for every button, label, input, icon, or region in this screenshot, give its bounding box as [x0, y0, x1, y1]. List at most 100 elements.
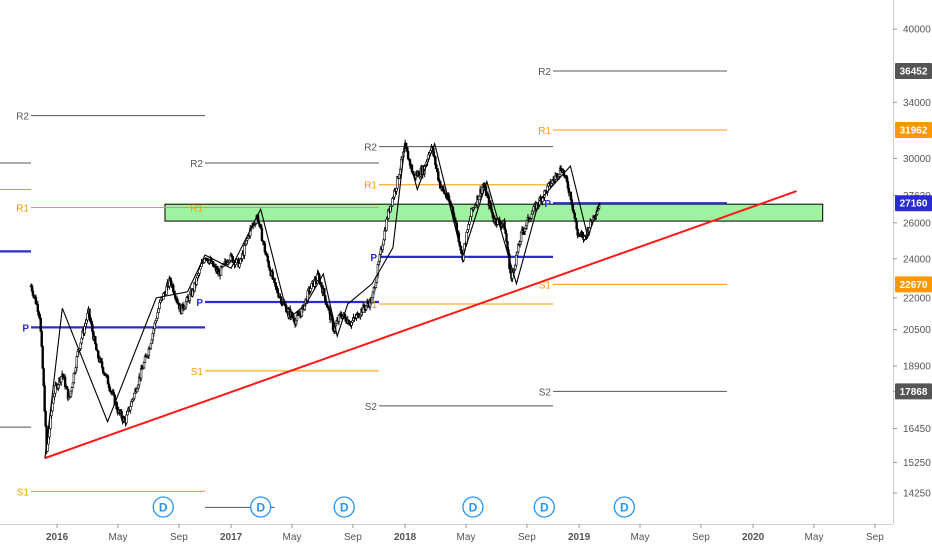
- event-marker[interactable]: D: [152, 496, 174, 518]
- trendline: [44, 190, 797, 460]
- candle-body: [385, 218, 388, 231]
- candle-body: [309, 288, 312, 292]
- x-tick-label: 2018: [394, 532, 417, 543]
- price-badge: 27160: [895, 195, 932, 212]
- y-tick-label: 40000: [903, 25, 931, 36]
- event-marker-label: D: [620, 501, 629, 515]
- candle-body: [571, 204, 574, 211]
- price-badge-label: 27160: [900, 199, 928, 210]
- price-badge-bg: [895, 62, 932, 79]
- price-badge-bg: [895, 276, 932, 293]
- x-tick-label: May: [109, 532, 128, 543]
- event-marker-circle: [533, 496, 555, 518]
- candle-body: [51, 402, 54, 412]
- event-marker[interactable]: D: [613, 496, 635, 518]
- price-badge-label: 31962: [900, 126, 928, 137]
- candle-body: [41, 346, 44, 369]
- pivot-label: R1: [190, 204, 203, 215]
- x-tick-label: May: [631, 532, 650, 543]
- y-tick-label: 24000: [903, 254, 931, 265]
- price-badge: 17868: [895, 383, 932, 400]
- y-tick-label: 20500: [903, 325, 931, 336]
- candle-body: [243, 245, 246, 256]
- candle-body: [44, 410, 47, 427]
- event-marker-label: D: [256, 501, 265, 515]
- candle-body: [188, 293, 192, 302]
- event-marker-circle: [462, 496, 484, 518]
- y-tick-label: 18900: [903, 362, 931, 373]
- price-badge-label: 17868: [900, 387, 928, 398]
- price-badge-label: 22670: [900, 280, 928, 291]
- y-tick-label: 14250: [903, 488, 931, 499]
- candle-body: [40, 330, 43, 347]
- candle-body: [198, 268, 201, 274]
- event-marker[interactable]: D: [462, 496, 484, 518]
- pivot-label: R2: [364, 143, 377, 154]
- zigzag-line: [44, 141, 601, 459]
- candle-body: [570, 199, 573, 205]
- candle-body: [43, 385, 46, 412]
- x-tick-label: 2017: [220, 532, 243, 543]
- y-tick-label: 30000: [903, 154, 931, 165]
- candle-body: [381, 244, 384, 250]
- price-badge-bg: [895, 383, 932, 400]
- event-marker[interactable]: D: [250, 496, 272, 518]
- x-tick-label: Sep: [344, 532, 362, 543]
- candle-body: [280, 297, 283, 305]
- x-tick-label: May: [457, 532, 476, 543]
- candle-body: [100, 361, 104, 368]
- event-marker-label: D: [159, 501, 168, 515]
- pivot-label: P: [370, 253, 377, 264]
- x-tick-label: Sep: [866, 532, 884, 543]
- candle-body: [273, 277, 276, 283]
- candle-body: [39, 317, 42, 332]
- event-marker[interactable]: D: [533, 496, 555, 518]
- y-tick-label: 22000: [903, 293, 931, 304]
- event-marker[interactable]: D: [333, 496, 355, 518]
- pivot-label: R2: [538, 67, 551, 78]
- price-badge: 31962: [895, 122, 932, 139]
- candle-body: [260, 228, 264, 242]
- price-badge-bg: [895, 122, 932, 139]
- price-badge: 22670: [895, 276, 932, 293]
- event-marker-circle: [250, 496, 272, 518]
- candle-body: [468, 220, 471, 225]
- pivot-label: S1: [539, 280, 552, 291]
- x-tick-label: May: [805, 532, 824, 543]
- candle-body: [435, 164, 438, 169]
- pivot-label: R1: [16, 204, 29, 215]
- pivot-label: S2: [539, 387, 552, 398]
- candle-body: [142, 362, 146, 369]
- event-marker-label: D: [469, 501, 478, 515]
- pivot-label: R1: [538, 126, 551, 137]
- pivot-label: S1: [191, 367, 204, 378]
- pivot-label: R2: [16, 112, 29, 123]
- event-marker-circle: [152, 496, 174, 518]
- candle-body: [263, 243, 267, 253]
- pivot-label: P: [22, 323, 29, 334]
- pivot-label: S2: [365, 402, 378, 413]
- pivot-label: P: [544, 199, 551, 210]
- event-marker-label: D: [540, 501, 549, 515]
- price-badge-bg: [895, 195, 932, 212]
- event-marker-label: D: [340, 501, 349, 515]
- candle-body: [129, 406, 132, 411]
- x-tick-label: May: [283, 532, 302, 543]
- candle-body: [505, 233, 508, 242]
- candle-body: [383, 230, 386, 241]
- price-badge-label: 36452: [900, 66, 928, 77]
- y-tick-label: 26000: [903, 218, 931, 229]
- candle-body: [323, 288, 326, 296]
- candle-body: [125, 414, 128, 424]
- candle-body: [530, 213, 534, 219]
- candle-body: [75, 356, 78, 368]
- x-tick-label: 2019: [568, 532, 591, 543]
- x-tick-label: 2016: [46, 532, 69, 543]
- x-tick-label: Sep: [518, 532, 536, 543]
- event-marker-circle: [333, 496, 355, 518]
- x-tick-label: 2020: [742, 532, 765, 543]
- candle-body: [70, 387, 74, 392]
- pivot-label: P: [196, 298, 203, 309]
